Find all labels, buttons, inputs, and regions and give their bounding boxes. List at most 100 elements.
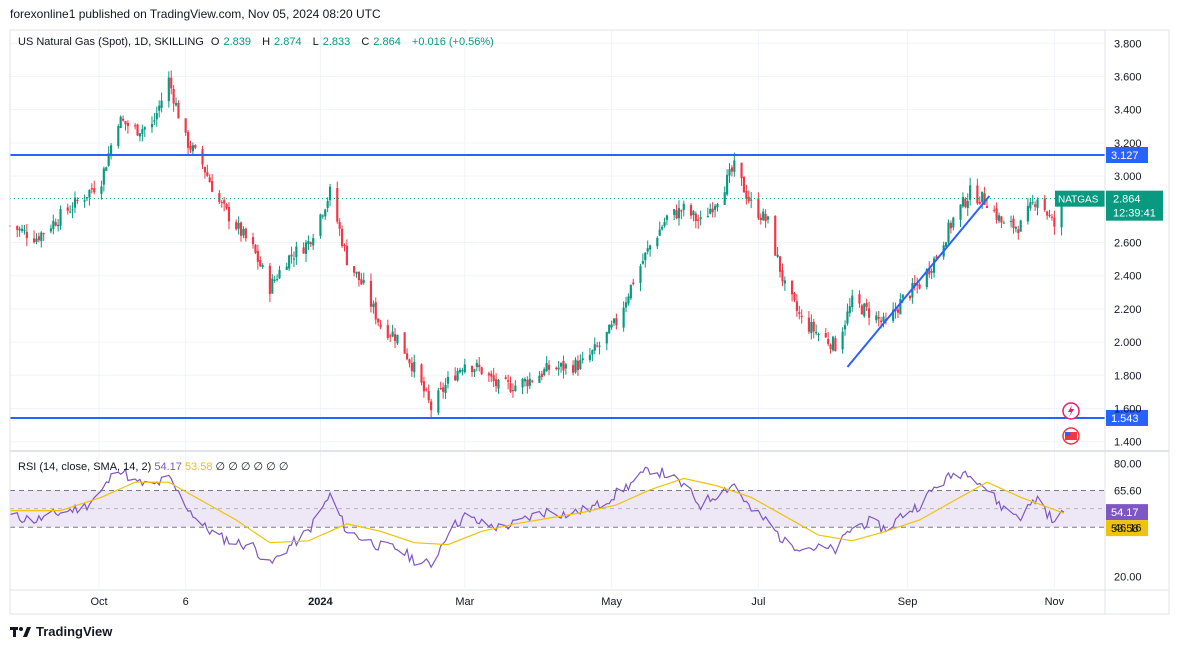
candle-body — [254, 244, 257, 253]
candle-body — [25, 231, 28, 239]
candle-body — [456, 371, 459, 381]
candle-body — [588, 354, 592, 360]
candle-body — [581, 358, 584, 361]
candle-body — [100, 186, 103, 194]
candle-body — [817, 334, 820, 336]
flash-event-icon — [1062, 402, 1080, 420]
candle-body — [470, 366, 474, 372]
candle-body — [288, 255, 291, 269]
candle-body — [538, 375, 541, 383]
candle-body — [88, 189, 91, 198]
candle-body — [882, 316, 885, 322]
candle-body — [812, 321, 815, 332]
candle-body — [901, 294, 904, 298]
current-price-tag — [1106, 190, 1163, 221]
candle-body — [487, 373, 490, 376]
candle-body — [981, 191, 984, 203]
price-tick-label: 3.800 — [1114, 38, 1142, 50]
candle-body — [256, 250, 259, 262]
candle-body — [83, 200, 86, 202]
candle-body — [362, 280, 365, 283]
candle-body — [562, 360, 565, 371]
candle-body — [1029, 202, 1032, 209]
candle-body — [413, 361, 416, 373]
rsi-title[interactable]: RSI (14, close, SMA, 14, 2) — [18, 461, 152, 473]
rsi-value-tag-label: 54.17 — [1111, 507, 1139, 519]
candle-body — [1026, 205, 1029, 222]
time-tick-label: Jul — [751, 596, 765, 608]
candle-body — [408, 359, 411, 364]
candle-body — [711, 208, 714, 213]
candle-body — [916, 283, 919, 286]
candle-body — [480, 367, 483, 375]
candle-body — [211, 181, 214, 192]
candle-body — [523, 378, 527, 382]
candle-body — [673, 209, 676, 215]
candle-body — [42, 233, 45, 235]
candle-body — [259, 260, 262, 267]
candle-body — [134, 125, 137, 127]
candle-body — [579, 360, 582, 369]
candle-body — [290, 254, 293, 257]
candle-body — [509, 383, 512, 392]
candle-body — [875, 315, 878, 321]
candle-body — [851, 295, 854, 308]
candle-body — [285, 266, 288, 270]
candle-body — [437, 390, 440, 413]
candle-body — [658, 229, 661, 236]
candle-body — [304, 242, 308, 255]
candle-body — [966, 201, 969, 208]
candle-body — [242, 228, 245, 236]
candle-body — [959, 204, 962, 220]
na-mark: ∅ — [278, 461, 289, 473]
candle-body — [389, 335, 392, 337]
time-tick-label: Nov — [1045, 596, 1065, 608]
candle-body — [1012, 218, 1015, 228]
candle-body — [52, 220, 55, 229]
candle-body — [1048, 214, 1051, 216]
candle-body — [357, 271, 361, 281]
chart-frame — [9, 29, 1170, 615]
candle-body — [995, 208, 998, 220]
candle-body — [66, 207, 69, 211]
candle-body — [430, 401, 433, 411]
candle-body — [186, 131, 190, 148]
candle-body — [699, 217, 702, 220]
candle-body — [766, 216, 770, 220]
chart-legend: US Natural Gas (Spot), 1D, SKILLING O 2.8… — [18, 36, 498, 48]
rsi-sma-tag-label: 53.58 — [1111, 523, 1139, 535]
candle-body — [759, 217, 762, 221]
na-mark: ∅ — [228, 461, 238, 473]
candle-body — [309, 242, 312, 245]
rsi-grid — [10, 490, 1105, 528]
candle-body — [492, 375, 495, 382]
symbol-label[interactable]: US Natural Gas (Spot), 1D, SKILLING — [18, 36, 204, 48]
candle-body — [319, 214, 322, 236]
footer-brand[interactable]: TradingView — [10, 624, 112, 639]
candle-body — [896, 309, 900, 313]
candle-body — [526, 379, 529, 387]
candlestick-series — [8, 70, 1066, 418]
candle-body — [478, 364, 481, 368]
candle-body — [93, 188, 96, 193]
candle-body — [353, 266, 356, 273]
candle-body — [155, 113, 158, 120]
candle-body — [208, 177, 211, 183]
candle-body — [405, 353, 409, 360]
candle-body — [40, 232, 43, 242]
candle-body — [781, 270, 784, 282]
candle-body — [908, 295, 912, 299]
rsi-series — [9, 466, 1065, 569]
candle-body — [1036, 199, 1039, 208]
candle-body — [511, 390, 515, 392]
price-tick-label: 2.000 — [1114, 337, 1142, 349]
candle-body — [709, 208, 712, 214]
flag-event-icon — [1062, 427, 1080, 445]
candle-body — [858, 294, 861, 304]
candle-body — [126, 123, 129, 127]
candle-body — [273, 279, 276, 281]
candle-body — [713, 205, 717, 210]
candle-body — [644, 252, 647, 261]
candle-body — [935, 256, 938, 259]
